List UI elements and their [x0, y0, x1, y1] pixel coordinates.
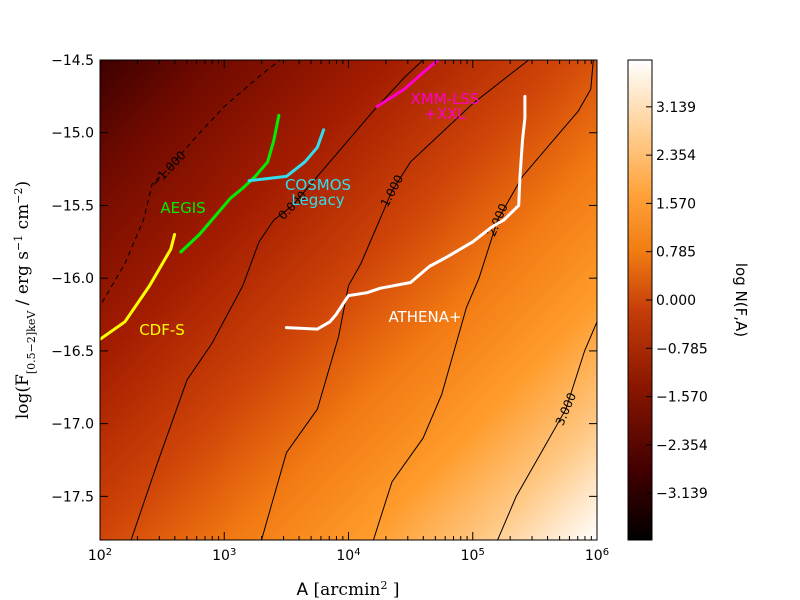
y-tick-label: −17.5 — [51, 489, 94, 505]
survey-label: XMM-LSS — [411, 90, 480, 108]
x-tick-label: 105 — [461, 547, 485, 565]
colorbar-tick-label: −0.785 — [656, 341, 708, 357]
y-axis-label: log(F[0.5−2]keV / erg s−1 cm−2) — [12, 181, 38, 419]
survey-track — [179, 113, 281, 254]
survey-label-line2: Legacy — [291, 191, 344, 209]
y-tick-label: −16.0 — [51, 271, 94, 287]
colorbar-tick-label: 0.785 — [656, 245, 696, 261]
survey-label-line2: +XXL — [424, 105, 466, 123]
colorbar: 3.139 2.354 1.570 0.785 0.000 −0.785 −1.570 −2.… — [627, 59, 750, 541]
survey-track — [375, 60, 440, 108]
axes: 102 103 104 105 106 −14.5 −15.0 −15.5 −16.0 −16.5… — [51, 53, 609, 564]
survey-label: CDF-S — [139, 321, 185, 339]
colorbar-tick-label: 2.354 — [656, 148, 696, 164]
colorbar-tick-label: 0.000 — [656, 293, 696, 309]
survey-track — [247, 128, 326, 183]
colorbar-tick-label: 1.570 — [656, 196, 696, 212]
survey-label: AEGIS — [160, 199, 205, 217]
colorbar-tick-label: −3.139 — [656, 486, 708, 502]
survey-track — [284, 94, 527, 331]
survey-label: COSMOS — [285, 176, 351, 194]
y-tick-label: −17.0 — [51, 417, 94, 433]
colorbar-ticks: 3.139 2.354 1.570 0.785 0.000 −0.785 −1.570 −2.… — [646, 100, 708, 502]
y-tick-label: −14.5 — [51, 53, 94, 69]
y-tick-label: −15.5 — [51, 198, 94, 214]
y-tick-label: −16.5 — [51, 344, 94, 360]
x-tick-label: 102 — [88, 547, 112, 565]
y-tick-label: −15.0 — [51, 126, 94, 142]
contour-line — [372, 60, 594, 540]
colorbar-tick-label: 3.139 — [656, 100, 696, 116]
survey-label: ATHENA+ — [388, 308, 461, 326]
contour-line — [261, 60, 530, 540]
x-tick-label: 104 — [336, 547, 360, 565]
contour-line — [497, 321, 597, 540]
colorbar-tick-label: −1.570 — [656, 390, 708, 406]
colorbar-tick-label: −2.354 — [656, 438, 708, 454]
x-axis-label: A [arcmin2 ] — [296, 579, 399, 600]
survey-track — [100, 233, 177, 341]
x-tick-label: 103 — [212, 547, 236, 565]
contour-line — [130, 60, 424, 540]
colorbar-label: log N(F,A) — [732, 263, 750, 337]
x-tick-label: 106 — [585, 547, 609, 565]
